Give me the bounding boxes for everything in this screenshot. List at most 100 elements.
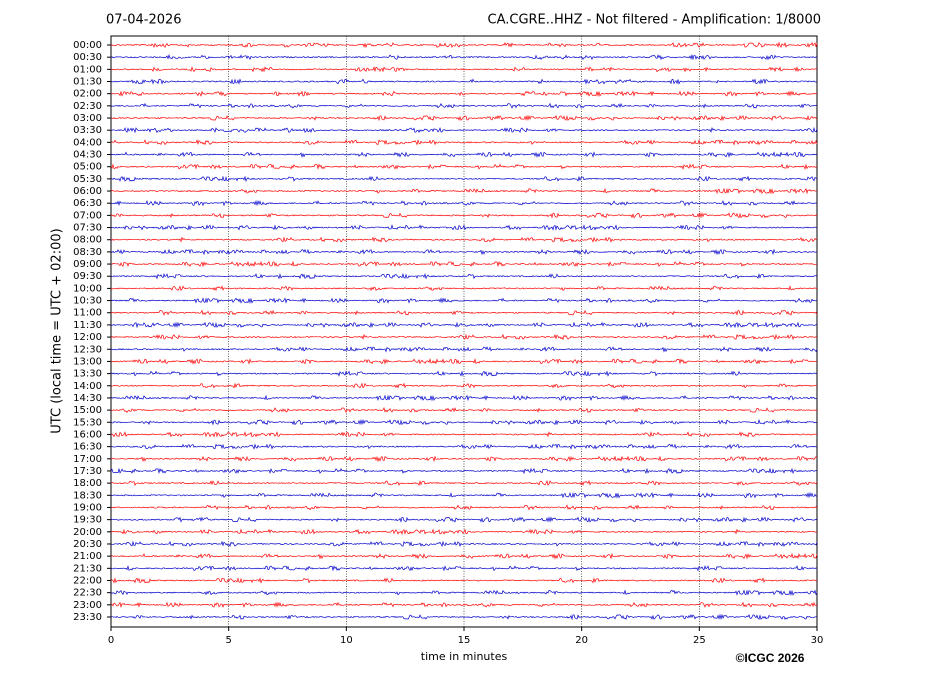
trace xyxy=(110,601,818,608)
y-tick-label: 19:00 xyxy=(73,502,102,513)
y-tick-label: 07:00 xyxy=(73,210,102,221)
y-tick-label: 20:30 xyxy=(73,539,102,550)
x-tick-label: 5 xyxy=(225,635,231,646)
trace xyxy=(110,443,818,450)
trace xyxy=(110,66,818,73)
y-tick-label: 21:00 xyxy=(73,551,102,562)
x-tick-label: 30 xyxy=(811,635,824,646)
trace xyxy=(110,528,818,536)
y-tick-label: 04:30 xyxy=(73,150,102,161)
trace xyxy=(110,406,818,414)
trace xyxy=(110,114,818,122)
trace xyxy=(110,297,818,304)
trace xyxy=(110,199,817,207)
x-tick-label: 15 xyxy=(458,635,471,646)
trace xyxy=(110,479,818,486)
y-tick-label: 11:00 xyxy=(73,308,102,319)
y-tick-label: 00:00 xyxy=(73,40,102,51)
trace xyxy=(110,589,818,597)
y-tick-label: 08:30 xyxy=(73,247,102,258)
y-tick-label: 23:00 xyxy=(73,600,102,611)
y-tick-label: 02:00 xyxy=(73,89,102,100)
y-tick-label: 05:00 xyxy=(73,162,102,173)
y-tick-label: 13:00 xyxy=(73,356,102,367)
trace xyxy=(110,467,818,475)
y-tick-label: 09:30 xyxy=(73,271,102,282)
trace xyxy=(110,491,818,499)
trace xyxy=(110,346,818,353)
trace xyxy=(110,260,818,268)
x-axis-label: time in minutes xyxy=(421,650,508,663)
trace xyxy=(110,78,818,85)
trace xyxy=(110,564,818,572)
y-tick-label: 03:00 xyxy=(73,113,102,124)
trace xyxy=(110,126,818,134)
y-tick-label: 05:30 xyxy=(73,174,102,185)
x-tick-label: 0 xyxy=(108,635,114,646)
trace xyxy=(110,577,818,584)
chart-title: CA.CGRE..HHZ - Not filtered - Amplificat… xyxy=(488,13,822,28)
y-tick-label: 15:00 xyxy=(73,405,102,416)
y-tick-label: 09:00 xyxy=(73,259,102,270)
trace xyxy=(110,418,818,426)
trace xyxy=(110,394,818,402)
y-tick-label: 18:00 xyxy=(73,478,102,489)
trace xyxy=(110,151,818,158)
trace xyxy=(110,321,818,329)
x-tick-label: 25 xyxy=(693,635,706,646)
trace xyxy=(110,212,818,219)
y-tick-label: 06:30 xyxy=(73,198,102,209)
trace xyxy=(110,175,818,182)
y-tick-label: 04:00 xyxy=(73,137,102,148)
trace xyxy=(110,102,818,109)
y-tick-label: 20:00 xyxy=(73,527,102,538)
trace xyxy=(110,41,818,49)
y-tick-label: 21:30 xyxy=(73,563,102,574)
x-tick-label: 20 xyxy=(575,635,588,646)
trace xyxy=(110,309,818,316)
y-tick-label: 01:00 xyxy=(73,64,102,75)
y-tick-label: 14:30 xyxy=(73,393,102,404)
y-tick-label: 00:30 xyxy=(73,52,102,63)
trace xyxy=(110,431,818,438)
trace xyxy=(110,53,818,61)
y-tick-label: 12:00 xyxy=(73,332,102,343)
trace xyxy=(110,187,818,195)
trace xyxy=(110,516,818,523)
trace xyxy=(110,248,818,256)
y-tick-label: 10:00 xyxy=(73,283,102,294)
y-tick-label: 22:30 xyxy=(73,588,102,599)
y-tick-label: 02:30 xyxy=(73,101,102,112)
trace xyxy=(110,90,818,98)
trace xyxy=(110,552,818,560)
trace xyxy=(110,613,818,621)
trace xyxy=(110,285,818,292)
trace xyxy=(110,504,818,511)
y-tick-label: 13:30 xyxy=(73,369,102,380)
y-tick-label: 17:00 xyxy=(73,454,102,465)
y-tick-label: 23:30 xyxy=(73,612,102,623)
date-title: 07-04-2026 xyxy=(106,13,182,28)
y-tick-label: 01:30 xyxy=(73,77,102,88)
trace xyxy=(110,139,818,146)
y-tick-label: 10:30 xyxy=(73,296,102,307)
y-tick-label: 15:30 xyxy=(73,417,102,428)
trace xyxy=(110,236,818,243)
trace xyxy=(110,272,818,280)
y-tick-label: 19:30 xyxy=(73,515,102,526)
y-tick-label: 16:30 xyxy=(73,442,102,453)
trace xyxy=(110,370,818,377)
y-tick-label: 18:30 xyxy=(73,490,102,501)
x-tick-label: 10 xyxy=(340,635,353,646)
trace xyxy=(110,540,818,548)
trace xyxy=(110,224,818,231)
trace xyxy=(110,163,818,171)
trace xyxy=(110,382,818,389)
trace xyxy=(110,333,818,341)
y-tick-label: 16:00 xyxy=(73,429,102,440)
trace xyxy=(110,358,818,365)
y-tick-label: 22:00 xyxy=(73,575,102,586)
y-tick-label: 08:00 xyxy=(73,235,102,246)
copyright: ©ICGC 2026 xyxy=(736,651,805,665)
